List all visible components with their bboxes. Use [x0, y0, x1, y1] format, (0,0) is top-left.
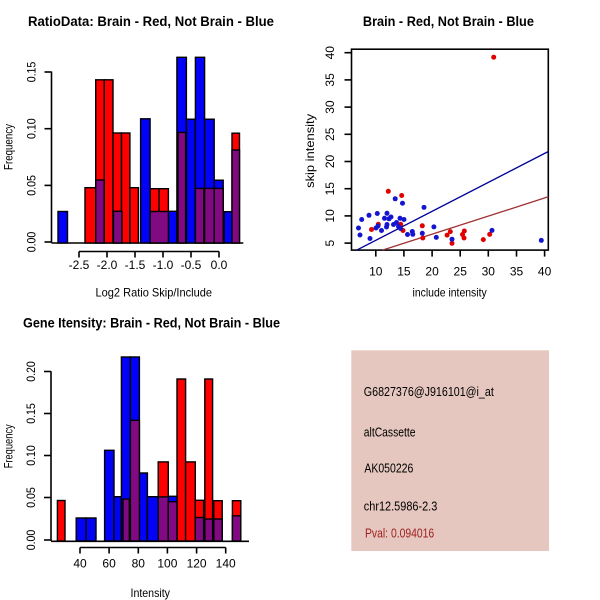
svg-text:include intensity: include intensity [413, 286, 487, 300]
svg-text:40: 40 [538, 265, 552, 279]
svg-text:0.05: 0.05 [24, 487, 38, 508]
svg-text:0.15: 0.15 [25, 61, 39, 82]
svg-text:5: 5 [323, 239, 337, 246]
svg-text:chr12.5986-2.3: chr12.5986-2.3 [364, 498, 438, 513]
svg-text:-1.0: -1.0 [153, 258, 174, 272]
svg-text:G6827376@J916101@i_at: G6827376@J916101@i_at [364, 384, 494, 399]
svg-text:10: 10 [323, 209, 337, 223]
svg-text:60: 60 [102, 557, 116, 571]
svg-text:skip intensity: skip intensity [303, 114, 317, 188]
svg-text:-2.5: -2.5 [69, 258, 90, 272]
svg-text:-1.5: -1.5 [125, 258, 146, 272]
svg-text:120: 120 [187, 557, 207, 571]
svg-text:140: 140 [216, 557, 236, 571]
svg-text:Log2 Ratio Skip/Include: Log2 Ratio Skip/Include [96, 286, 213, 300]
svg-text:20: 20 [323, 155, 337, 169]
svg-text:0.00: 0.00 [25, 231, 39, 252]
svg-text:RatioData: Brain - Red, Not Br: RatioData: Brain - Red, Not Brain - Blue [28, 14, 274, 29]
svg-text:0.10: 0.10 [24, 445, 38, 466]
svg-text:Frequency: Frequency [2, 424, 16, 468]
svg-text:25: 25 [323, 127, 337, 141]
svg-text:0.0: 0.0 [211, 258, 228, 272]
svg-text:15: 15 [323, 182, 337, 196]
svg-text:-2.0: -2.0 [97, 258, 118, 272]
svg-text:Intensity: Intensity [131, 586, 171, 600]
svg-text:0.00: 0.00 [24, 529, 38, 550]
svg-text:20: 20 [425, 265, 439, 279]
svg-text:-0.5: -0.5 [181, 258, 202, 272]
svg-text:AK050226: AK050226 [364, 461, 413, 476]
svg-text:0.20: 0.20 [24, 361, 38, 382]
svg-text:40: 40 [323, 46, 337, 60]
svg-text:0.15: 0.15 [24, 403, 38, 424]
svg-text:100: 100 [157, 557, 177, 571]
svg-text:30: 30 [323, 100, 337, 114]
svg-text:Brain - Red, Not Brain - Blue: Brain - Red, Not Brain - Blue [363, 14, 534, 29]
svg-text:40: 40 [73, 557, 87, 571]
svg-text:80: 80 [132, 557, 146, 571]
svg-text:30: 30 [482, 265, 496, 279]
svg-text:0.05: 0.05 [25, 175, 39, 196]
svg-text:Frequency: Frequency [2, 124, 16, 170]
svg-text:0.10: 0.10 [25, 118, 39, 139]
svg-text:altCassette: altCassette [364, 424, 416, 439]
svg-text:Pval: 0.094016: Pval: 0.094016 [365, 525, 434, 540]
svg-text:10: 10 [369, 265, 383, 279]
svg-text:Gene Itensity: Brain - Red, No: Gene Itensity: Brain - Red, Not Brain - … [23, 316, 280, 331]
svg-text:35: 35 [323, 73, 337, 87]
svg-text:35: 35 [510, 265, 524, 279]
svg-text:15: 15 [397, 265, 411, 279]
svg-text:25: 25 [454, 265, 468, 279]
